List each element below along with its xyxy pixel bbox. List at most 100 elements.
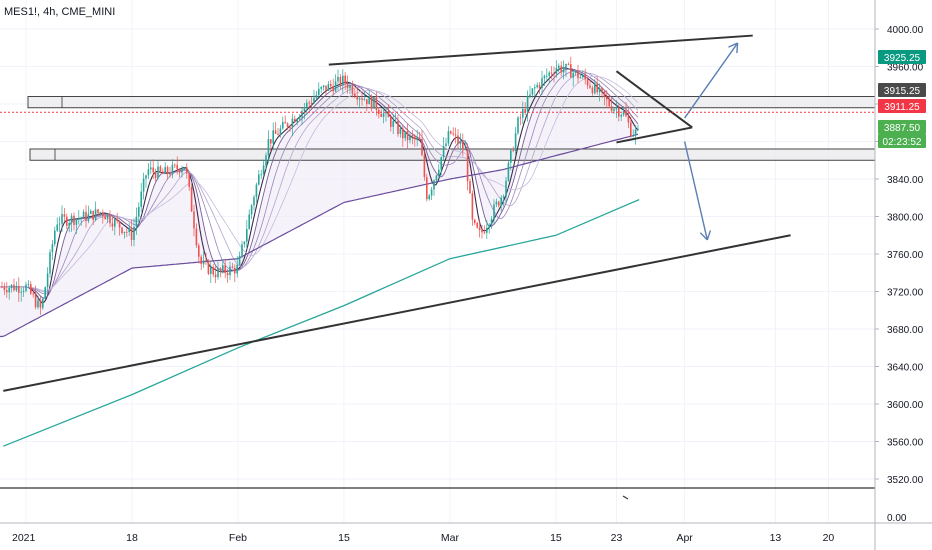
candle-body: [589, 85, 591, 88]
candle-body: [99, 212, 102, 214]
candle-body: [351, 84, 354, 94]
candle-body: [541, 78, 543, 89]
price-tag-bg: [878, 134, 926, 148]
candle-body: [140, 191, 142, 207]
candle-body: [591, 87, 594, 94]
candle-body: [78, 218, 80, 220]
candle-body: [130, 227, 133, 240]
candle-body: [534, 87, 536, 89]
candle-body: [536, 84, 538, 88]
candle-body: [18, 286, 20, 293]
price-tag-text: 3915.25: [884, 86, 921, 97]
price-tag-bg: [878, 50, 926, 64]
candle-body: [145, 175, 147, 179]
candle-body: [490, 219, 493, 226]
candle-body: [409, 135, 411, 141]
candle-body: [442, 145, 445, 158]
candle-body: [495, 201, 498, 205]
candle-body: [154, 172, 157, 179]
candle-body: [51, 244, 54, 253]
candle-body: [610, 106, 613, 111]
candle-body: [118, 220, 121, 228]
candle-body: [399, 128, 402, 135]
candle-body: [488, 225, 490, 228]
candle-body: [289, 126, 291, 128]
ma-line: [0, 70, 639, 295]
candle-body: [198, 245, 200, 257]
candle-body: [330, 84, 332, 87]
candle-body: [394, 121, 397, 122]
candle-body: [277, 133, 279, 135]
time-label: 13: [770, 532, 782, 544]
time-label: Feb: [229, 532, 247, 544]
candle-body: [519, 117, 522, 119]
candle-body: [361, 98, 363, 100]
price-tick-label: 3640.00: [887, 363, 924, 374]
candle-body: [608, 99, 610, 107]
candle-body: [1, 286, 3, 288]
candle-body: [15, 286, 18, 291]
candle-body: [476, 223, 478, 228]
price-tag-bg: [878, 120, 926, 134]
candle-body: [75, 218, 78, 225]
candle-body: [606, 97, 608, 100]
candle-body: [632, 135, 634, 137]
candle-body: [20, 291, 22, 293]
arrow-head: [706, 230, 712, 241]
candle-body: [426, 177, 428, 200]
candle-body: [404, 131, 406, 139]
candle-body: [370, 96, 373, 109]
candle-body: [308, 102, 310, 104]
time-axis[interactable]: 2021 18 Feb 15 Mar 15 23 Apr 13 20: [12, 532, 834, 544]
candle-body: [222, 265, 224, 271]
candle-body: [565, 63, 567, 70]
candle-body: [121, 227, 123, 233]
candle-body: [306, 102, 308, 108]
time-label: 23: [611, 532, 623, 544]
candle-body: [116, 218, 118, 221]
candle-body: [188, 173, 190, 188]
candle-body: [58, 223, 61, 225]
candle-body: [214, 274, 217, 278]
candle-body: [294, 118, 296, 123]
candle-body: [555, 67, 558, 74]
candle-body: [229, 266, 231, 276]
candle-body: [104, 216, 106, 220]
price-tick-label: 3960.00: [887, 63, 924, 74]
candle-body: [318, 88, 320, 95]
candle-body: [152, 167, 154, 173]
candle-body: [63, 214, 66, 217]
candle-body: [402, 128, 404, 139]
volume-mark: [622, 495, 629, 500]
candle-body: [22, 290, 25, 292]
candle-body: [358, 98, 361, 100]
candle-body: [582, 74, 584, 78]
candle-body: [562, 69, 565, 73]
candles: [1, 56, 639, 315]
candle-body: [94, 209, 97, 220]
time-label: 15: [550, 532, 562, 544]
candle-body: [459, 141, 462, 145]
candle-body: [615, 108, 618, 110]
candle-body: [438, 169, 440, 176]
candle-body: [193, 211, 195, 229]
candle-body: [469, 181, 471, 194]
candle-body: [601, 87, 603, 92]
candle-body: [202, 260, 205, 265]
candle-body: [378, 109, 380, 114]
candle-body: [416, 137, 418, 140]
candle-body: [30, 284, 32, 294]
candle-body: [186, 167, 188, 174]
candle-body: [39, 300, 42, 308]
trendline: [328, 34, 753, 66]
candle-body: [507, 162, 510, 181]
candle-body: [68, 222, 70, 226]
candle-body: [54, 230, 56, 245]
candle-body: [327, 84, 330, 91]
candle-body: [349, 84, 351, 89]
candle-body: [128, 227, 130, 233]
arrow-head: [728, 42, 738, 48]
time-label: 15: [338, 532, 350, 544]
candle-body: [567, 63, 570, 65]
